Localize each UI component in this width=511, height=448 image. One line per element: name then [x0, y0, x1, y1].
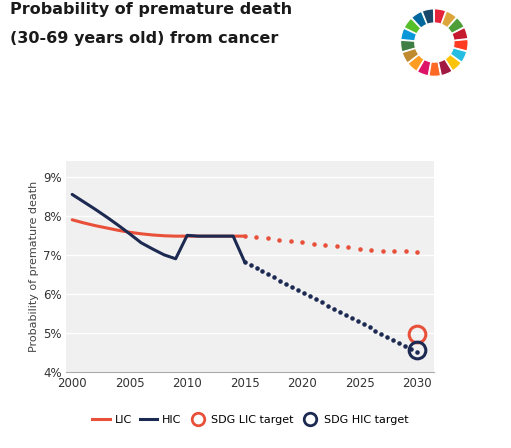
Wedge shape [429, 62, 440, 76]
Wedge shape [422, 9, 434, 24]
Wedge shape [438, 59, 452, 76]
Wedge shape [417, 60, 431, 76]
Wedge shape [442, 11, 456, 28]
Y-axis label: Probability of premature death: Probability of premature death [29, 181, 39, 352]
Text: (30-69 years old) from cancer: (30-69 years old) from cancer [10, 31, 278, 46]
Wedge shape [401, 40, 415, 52]
Wedge shape [450, 48, 467, 62]
Wedge shape [404, 18, 421, 34]
Wedge shape [408, 55, 424, 71]
Wedge shape [445, 54, 461, 71]
Wedge shape [448, 17, 464, 33]
Wedge shape [453, 39, 468, 51]
Wedge shape [401, 28, 416, 41]
Wedge shape [434, 9, 446, 24]
Text: Probability of premature death: Probability of premature death [10, 2, 292, 17]
Legend: LIC, HIC, SDG LIC target, SDG HIC target: LIC, HIC, SDG LIC target, SDG HIC target [88, 410, 413, 430]
Wedge shape [402, 48, 419, 63]
Wedge shape [452, 27, 468, 40]
Wedge shape [412, 12, 427, 28]
